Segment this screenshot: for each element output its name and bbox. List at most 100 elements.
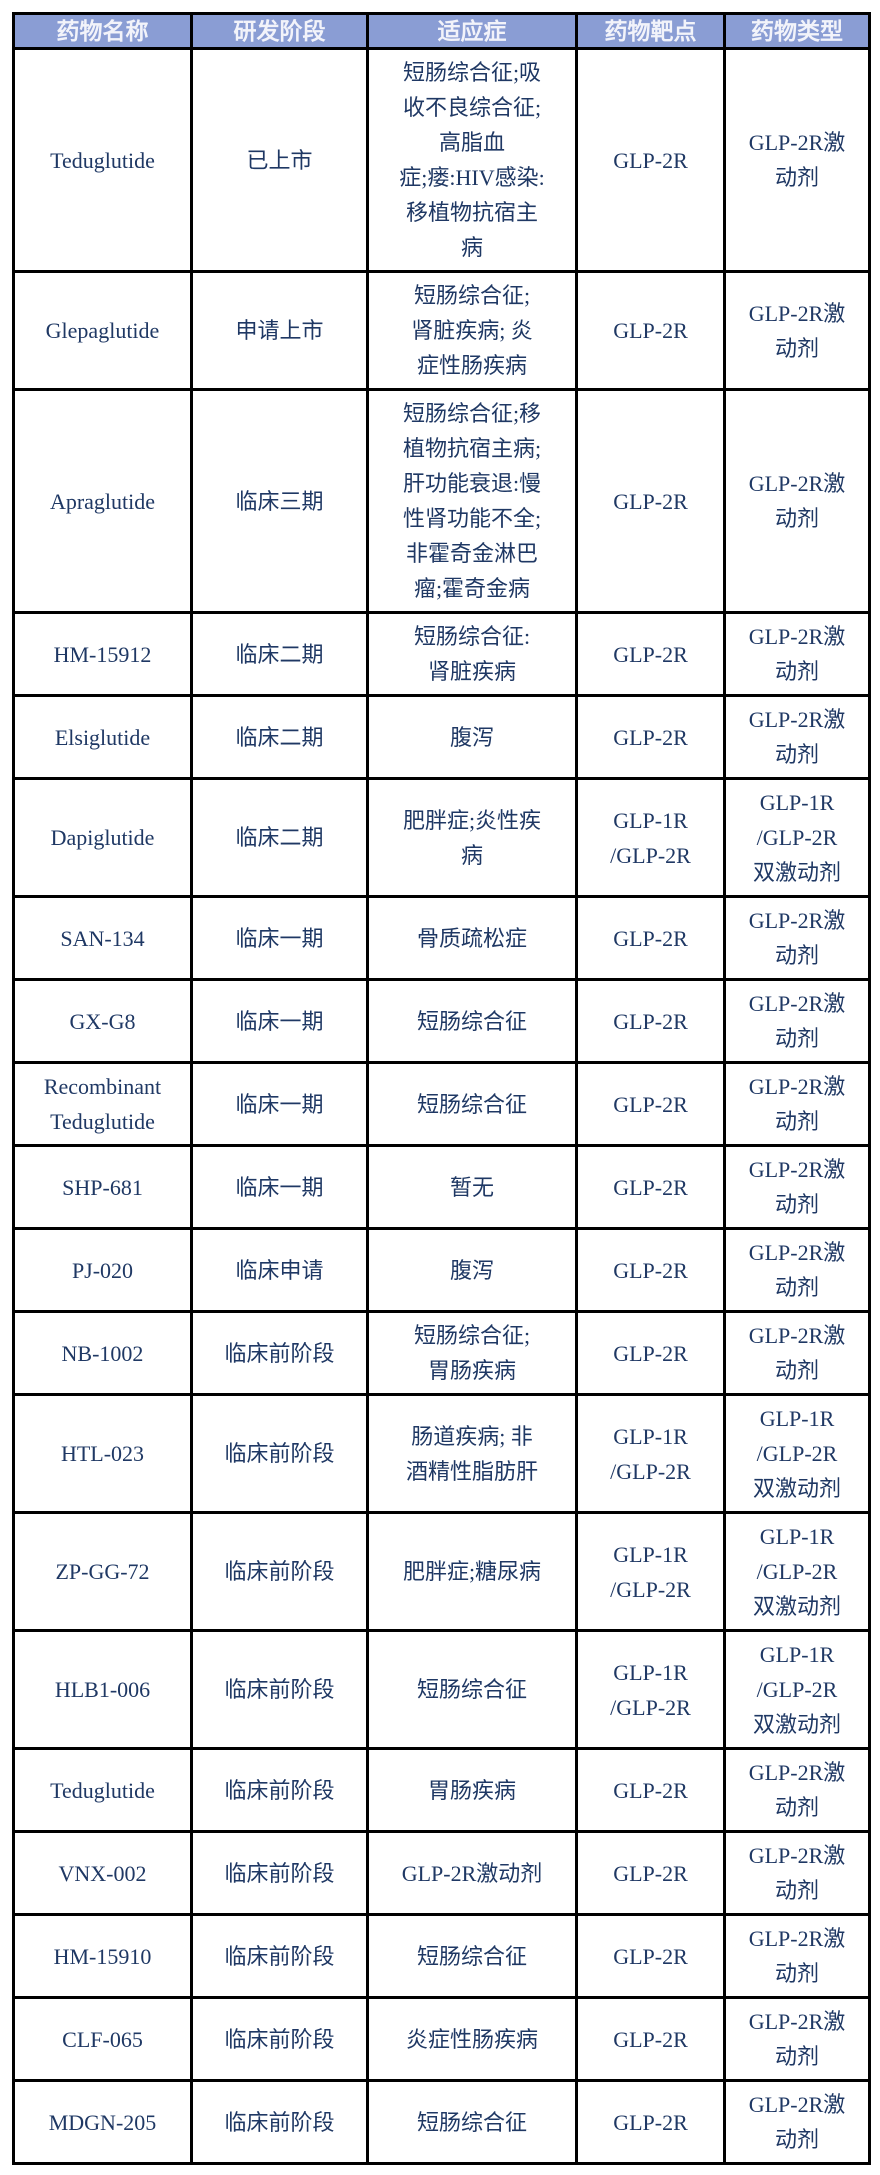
cell-indication: 腹泻 (366, 694, 578, 780)
cell-name: Teduglutide (12, 1747, 193, 1833)
cell-type: GLP-2R激 动剂 (723, 47, 871, 273)
cell-type: GLP-2R激 动剂 (723, 1310, 871, 1396)
table-row: HTL-023 临床前阶段 肠道疾病; 非 酒精性脂肪肝 GLP-1R /GLP-2R… (12, 1393, 871, 1514)
cell-indication: GLP-2R激动剂 (366, 1830, 578, 1916)
cell-name: SHP-681 (12, 1144, 193, 1230)
header-row: 药物名称 研发阶段 适应症 药物靶点 药物类型 (12, 12, 871, 50)
cell-stage: 临床前阶段 (190, 1511, 369, 1632)
cell-type: GLP-2R激 动剂 (723, 1913, 871, 1999)
cell-stage: 已上市 (190, 47, 369, 273)
column-header-stage: 研发阶段 (190, 12, 369, 50)
cell-stage: 临床前阶段 (190, 1747, 369, 1833)
cell-stage: 临床二期 (190, 777, 369, 898)
cell-target: GLP-1R /GLP-2R (575, 1393, 726, 1514)
cell-indication: 短肠综合征 (366, 1913, 578, 1999)
cell-name: HTL-023 (12, 1393, 193, 1514)
table-body: Teduglutide 已上市 短肠综合征;吸 收不良综合征; 高脂血 症;瘘:HI… (12, 47, 871, 2165)
cell-stage: 临床一期 (190, 978, 369, 1064)
cell-name: Glepaglutide (12, 270, 193, 391)
cell-indication: 炎症性肠疾病 (366, 1996, 578, 2082)
cell-indication: 暂无 (366, 1144, 578, 1230)
cell-type: GLP-2R激 动剂 (723, 978, 871, 1064)
table-row: HLB1-006 临床前阶段 短肠综合征 GLP-1R /GLP-2R GLP-1R /… (12, 1629, 871, 1750)
cell-target: GLP-2R (575, 1830, 726, 1916)
cell-name: PJ-020 (12, 1227, 193, 1313)
cell-type: GLP-2R激 动剂 (723, 694, 871, 780)
cell-type: GLP-2R激 动剂 (723, 270, 871, 391)
cell-indication: 短肠综合征: 肾脏疾病 (366, 611, 578, 697)
cell-indication: 骨质疏松症 (366, 895, 578, 981)
drug-pipeline-table: 药物名称 研发阶段 适应症 药物靶点 药物类型 Teduglutide 已上市 短肠综合征;… (12, 12, 871, 2165)
cell-target: GLP-2R (575, 270, 726, 391)
cell-type: GLP-2R激 动剂 (723, 1061, 871, 1147)
cell-target: GLP-2R (575, 1913, 726, 1999)
cell-indication: 胃肠疾病 (366, 1747, 578, 1833)
cell-target: GLP-2R (575, 1310, 726, 1396)
cell-stage: 临床前阶段 (190, 1996, 369, 2082)
table-row: ZP-GG-72 临床前阶段 肥胖症;糖尿病 GLP-1R /GLP-2R GLP-1R… (12, 1511, 871, 1632)
cell-stage: 临床一期 (190, 895, 369, 981)
cell-target: GLP-2R (575, 694, 726, 780)
cell-indication: 短肠综合征; 肾脏疾病; 炎 症性肠疾病 (366, 270, 578, 391)
cell-name: MDGN-205 (12, 2079, 193, 2165)
table-row: VNX-002 临床前阶段 GLP-2R激动剂 GLP-2R GLP-2R激 动剂 (12, 1830, 871, 1916)
cell-name: Recombinant Teduglutide (12, 1061, 193, 1147)
cell-target: GLP-2R (575, 1996, 726, 2082)
cell-indication: 短肠综合征 (366, 978, 578, 1064)
cell-indication: 短肠综合征 (366, 1061, 578, 1147)
cell-indication: 腹泻 (366, 1227, 578, 1313)
cell-type: GLP-2R激 动剂 (723, 388, 871, 614)
cell-stage: 临床前阶段 (190, 2079, 369, 2165)
cell-indication: 肥胖症;炎性疾 病 (366, 777, 578, 898)
cell-stage: 临床前阶段 (190, 1393, 369, 1514)
table-row: NB-1002 临床前阶段 短肠综合征; 胃肠疾病 GLP-2R GLP-2R激 动剂 (12, 1310, 871, 1396)
table-row: Apraglutide 临床三期 短肠综合征;移 植物抗宿主病; 肝功能衰退:慢 性… (12, 388, 871, 614)
cell-target: GLP-2R (575, 2079, 726, 2165)
cell-indication: 短肠综合征;移 植物抗宿主病; 肝功能衰退:慢 性肾功能不全; 非霍奇金淋巴 瘤… (366, 388, 578, 614)
cell-target: GLP-1R /GLP-2R (575, 1511, 726, 1632)
cell-type: GLP-1R /GLP-2R 双激动剂 (723, 1511, 871, 1632)
column-header-indication: 适应症 (366, 12, 578, 50)
cell-name: Teduglutide (12, 47, 193, 273)
table-row: CLF-065 临床前阶段 炎症性肠疾病 GLP-2R GLP-2R激 动剂 (12, 1996, 871, 2082)
cell-indication: 短肠综合征;吸 收不良综合征; 高脂血 症;瘘:HIV感染: 移植物抗宿主 病 (366, 47, 578, 273)
cell-indication: 肠道疾病; 非 酒精性脂肪肝 (366, 1393, 578, 1514)
cell-name: HM-15910 (12, 1913, 193, 1999)
cell-target: GLP-2R (575, 1061, 726, 1147)
table-row: Teduglutide 临床前阶段 胃肠疾病 GLP-2R GLP-2R激 动剂 (12, 1747, 871, 1833)
cell-name: Elsiglutide (12, 694, 193, 780)
table-row: Elsiglutide 临床二期 腹泻 GLP-2R GLP-2R激 动剂 (12, 694, 871, 780)
table-row: Dapiglutide 临床二期 肥胖症;炎性疾 病 GLP-1R /GLP-2R GL… (12, 777, 871, 898)
table-row: Recombinant Teduglutide 临床一期 短肠综合征 GLP-2R GL… (12, 1061, 871, 1147)
cell-target: GLP-2R (575, 388, 726, 614)
cell-indication: 肥胖症;糖尿病 (366, 1511, 578, 1632)
table-row: SAN-134 临床一期 骨质疏松症 GLP-2R GLP-2R激 动剂 (12, 895, 871, 981)
cell-type: GLP-2R激 动剂 (723, 1996, 871, 2082)
cell-name: GX-G8 (12, 978, 193, 1064)
cell-stage: 临床二期 (190, 694, 369, 780)
cell-type: GLP-2R激 动剂 (723, 1830, 871, 1916)
cell-type: GLP-2R激 动剂 (723, 1144, 871, 1230)
cell-stage: 临床一期 (190, 1144, 369, 1230)
cell-name: Apraglutide (12, 388, 193, 614)
cell-type: GLP-2R激 动剂 (723, 1747, 871, 1833)
cell-type: GLP-2R激 动剂 (723, 1227, 871, 1313)
cell-target: GLP-1R /GLP-2R (575, 777, 726, 898)
table-row: PJ-020 临床申请 腹泻 GLP-2R GLP-2R激 动剂 (12, 1227, 871, 1313)
cell-name: VNX-002 (12, 1830, 193, 1916)
cell-stage: 临床前阶段 (190, 1913, 369, 1999)
cell-name: ZP-GG-72 (12, 1511, 193, 1632)
cell-indication: 短肠综合征 (366, 1629, 578, 1750)
cell-indication: 短肠综合征; 胃肠疾病 (366, 1310, 578, 1396)
cell-type: GLP-1R /GLP-2R 双激动剂 (723, 1393, 871, 1514)
cell-target: GLP-2R (575, 1144, 726, 1230)
table-row: MDGN-205 临床前阶段 短肠综合征 GLP-2R GLP-2R激 动剂 (12, 2079, 871, 2165)
cell-target: GLP-2R (575, 895, 726, 981)
cell-name: Dapiglutide (12, 777, 193, 898)
cell-stage: 申请上市 (190, 270, 369, 391)
cell-name: SAN-134 (12, 895, 193, 981)
cell-stage: 临床前阶段 (190, 1629, 369, 1750)
cell-target: GLP-2R (575, 1227, 726, 1313)
cell-stage: 临床二期 (190, 611, 369, 697)
